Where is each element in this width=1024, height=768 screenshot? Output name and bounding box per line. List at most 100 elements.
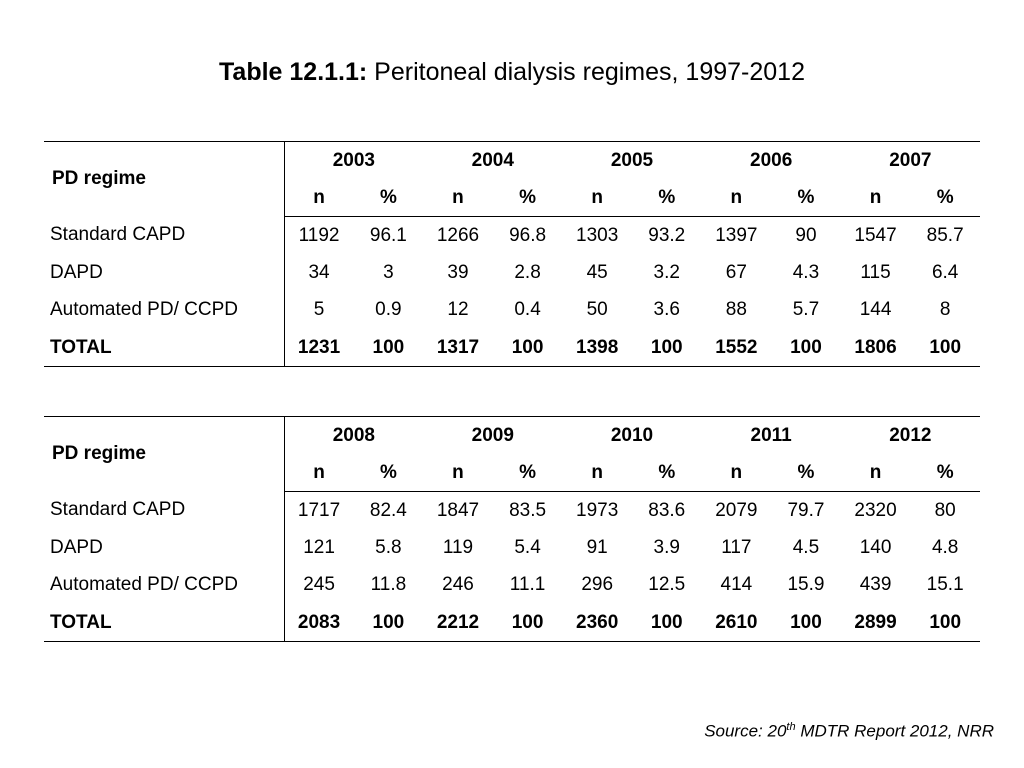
count-cell: 2360	[562, 604, 632, 642]
percent-cell: 96.8	[509, 224, 547, 246]
percent-column-header: %	[631, 454, 702, 492]
percent-cell: 100	[771, 329, 841, 367]
count-cell: 439	[859, 574, 892, 596]
count-cell: 121	[303, 536, 335, 558]
percent-cell: 15.9	[787, 574, 825, 596]
count-column-header: n	[840, 454, 911, 492]
percent-column-header: %	[771, 179, 841, 217]
percent-cell: 3	[383, 261, 394, 283]
count-cell: 2079	[715, 499, 758, 521]
count-cell: 50	[586, 299, 608, 321]
year-header: 2007	[840, 141, 980, 179]
source-superscript: th	[786, 721, 796, 733]
table-caption: Peritoneal dialysis regimes, 1997-2012	[367, 58, 805, 86]
percent-cell: 15.1	[926, 574, 964, 596]
count-cell: 1973	[576, 499, 619, 521]
percent-cell: 100	[771, 604, 841, 642]
row-label: TOTAL	[44, 329, 285, 367]
year-header: 2008	[284, 416, 424, 454]
count-cell: 246	[442, 574, 474, 596]
count-column-header: n	[562, 179, 632, 217]
percent-cell: 100	[353, 604, 424, 642]
percent-cell: 5.8	[375, 536, 402, 558]
count-cell: 119	[442, 536, 474, 558]
count-cell: 1266	[436, 224, 480, 246]
percent-cell: 3.9	[653, 536, 680, 558]
year-header: 2003	[284, 141, 424, 179]
percent-cell: 12.5	[648, 574, 686, 596]
percent-column-header: %	[631, 179, 702, 217]
count-column-header: n	[701, 454, 772, 492]
count-cell: 34	[308, 261, 330, 283]
count-column-header: n	[284, 454, 354, 492]
table-row: TOTAL 1231 100 1317 100 1398 100 1552 100 1806 100	[44, 329, 980, 367]
count-cell: 1806	[840, 329, 911, 367]
count-cell: 91	[586, 536, 608, 558]
percent-cell: 83.6	[648, 499, 686, 521]
row-label: Automated PD/ CCPD	[44, 291, 285, 329]
year-header: 2004	[423, 141, 563, 179]
percent-cell: 11.1	[509, 574, 546, 596]
count-cell: 1552	[701, 329, 772, 367]
source-prefix: Source: 20	[704, 721, 787, 741]
percent-column-header: %	[771, 454, 841, 492]
count-cell: 2610	[701, 604, 772, 642]
count-cell: 5	[313, 299, 325, 321]
count-cell: 1398	[562, 329, 632, 367]
table-row: Standard CAPD 1717 82.4 1847 83.5 1973 83.6 207…	[44, 491, 980, 529]
count-cell: 1847	[436, 499, 480, 521]
count-cell: 2083	[284, 604, 354, 642]
subheader-row: n% n% n% n% n%	[44, 454, 980, 492]
percent-cell: 5.4	[514, 536, 541, 558]
count-cell: 1192	[298, 224, 340, 246]
percent-cell: 100	[910, 329, 980, 367]
count-cell: 115	[860, 261, 891, 283]
percent-cell: 8	[939, 299, 951, 321]
percent-cell: 6.4	[931, 261, 959, 283]
count-cell: 1231	[284, 329, 354, 367]
count-cell: 12	[447, 299, 469, 321]
source-suffix: MDTR Report 2012, NRR	[795, 721, 994, 741]
pd-table-2003-2007: PD regime 2003 2004 2005 2006 2007 n% n% n% n% n…	[44, 141, 980, 367]
count-cell: 45	[586, 261, 608, 283]
count-cell: 1397	[715, 224, 758, 246]
count-cell: 2212	[423, 604, 493, 642]
count-column-header: n	[423, 179, 493, 217]
row-label: Automated PD/ CCPD	[44, 566, 285, 604]
count-cell: 1717	[297, 499, 341, 521]
percent-cell: 90	[795, 224, 817, 246]
count-cell: 88	[725, 299, 747, 321]
year-header: 2009	[423, 416, 563, 454]
percent-cell: 2.8	[514, 261, 541, 283]
year-header: 2005	[562, 141, 702, 179]
count-cell: 39	[447, 261, 469, 283]
count-cell: 296	[581, 574, 614, 596]
percent-cell: 4.5	[792, 536, 820, 558]
subheader-row: n% n% n% n% n%	[44, 179, 980, 217]
percent-cell: 80	[934, 499, 956, 521]
percent-cell: 5.7	[792, 299, 820, 321]
table-row: DAPD 34 3 39 2.8 45 3.2 67 4.3 115 6.4	[44, 254, 980, 292]
percent-cell: 100	[631, 329, 702, 367]
percent-cell: 96.1	[369, 224, 407, 246]
row-label: TOTAL	[44, 604, 285, 642]
table-row: TOTAL 2083 100 2212 100 2360 100 2610 100 2899 100	[44, 604, 980, 642]
count-cell: 117	[721, 536, 752, 558]
count-column-header: n	[701, 179, 772, 217]
percent-cell: 93.2	[648, 224, 686, 246]
percent-cell: 11.8	[370, 574, 407, 596]
percent-cell: 3.6	[653, 299, 680, 321]
row-label: Standard CAPD	[44, 491, 285, 529]
percent-cell: 100	[492, 604, 563, 642]
percent-column-header: %	[353, 179, 424, 217]
year-header: 2011	[701, 416, 841, 454]
percent-cell: 0.9	[375, 299, 402, 321]
row-label: DAPD	[44, 254, 285, 292]
table-number: Table 12.1.1:	[219, 58, 368, 86]
percent-cell: 82.4	[369, 499, 407, 521]
percent-column-header: %	[492, 454, 563, 492]
count-column-header: n	[562, 454, 632, 492]
row-label: DAPD	[44, 529, 285, 567]
table-row: Standard CAPD 1192 96.1 1266 96.8 1303 93.2 139…	[44, 216, 980, 254]
year-header: 2006	[701, 141, 841, 179]
